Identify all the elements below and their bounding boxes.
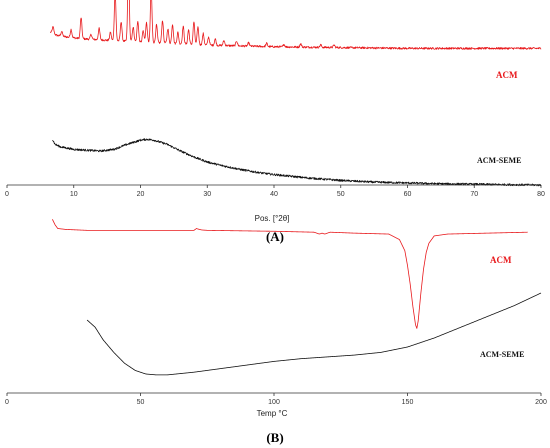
panel-b-series-line-acm-seme (86, 292, 542, 376)
panel-a-x-tick-label: 60 (404, 191, 412, 198)
panel-b-series-label-acm-seme: ACM-SEME (480, 350, 524, 359)
panel-a-x-tick-label: 70 (470, 191, 478, 198)
panel-a-series-label-acm: ACM (496, 70, 518, 80)
panel-b-series-label-acm: ACM (490, 255, 512, 265)
panel-b-x-tick-label: 50 (137, 399, 145, 406)
panel-b-x-tick-label: 0 (5, 399, 9, 406)
panel-a-x-tick-label: 50 (337, 191, 345, 198)
panel-a-x-tick-label: 10 (70, 191, 78, 198)
panel-a-x-axis: 0 10 20 30 40 50 60 70 80 (5, 184, 545, 198)
panel-a-x-tick-label: 30 (203, 191, 211, 198)
panel-a-series-line-acm-seme (52, 138, 542, 187)
panel-b-x-axis-title: Temp °C (257, 409, 288, 418)
panel-a-series-label-acm-seme: ACM-SEME (477, 156, 521, 165)
panel-a-x-tick-label: 80 (537, 191, 545, 198)
panel-a-x-tick-label: 40 (270, 191, 278, 198)
panel-b: 0 50 100 150 200 Temp °C (B) ACM ACM-SEME (5, 219, 547, 445)
panel-b-label: (B) (266, 430, 283, 445)
panel-b-x-axis: 0 50 100 150 200 (5, 392, 547, 406)
panel-a-x-tick-label: 20 (137, 191, 145, 198)
panel-a: 0 10 20 30 40 50 60 70 80 Pos. [°2θ] (A) ACM ACM… (5, 0, 545, 244)
panel-a-series-line-acm (50, 0, 542, 50)
panel-a-curves (50, 0, 542, 187)
panel-b-x-tick-label: 100 (268, 399, 280, 406)
panel-a-x-tick-label: 0 (5, 191, 9, 198)
panel-b-x-tick-label: 200 (535, 399, 547, 406)
panel-b-curves (52, 219, 542, 376)
panel-b-x-tick-label: 150 (402, 399, 414, 406)
panel-b-series-line-acm (52, 219, 528, 329)
panel-a-label: (A) (266, 229, 284, 244)
panel-a-x-axis-title: Pos. [°2θ] (255, 214, 290, 223)
